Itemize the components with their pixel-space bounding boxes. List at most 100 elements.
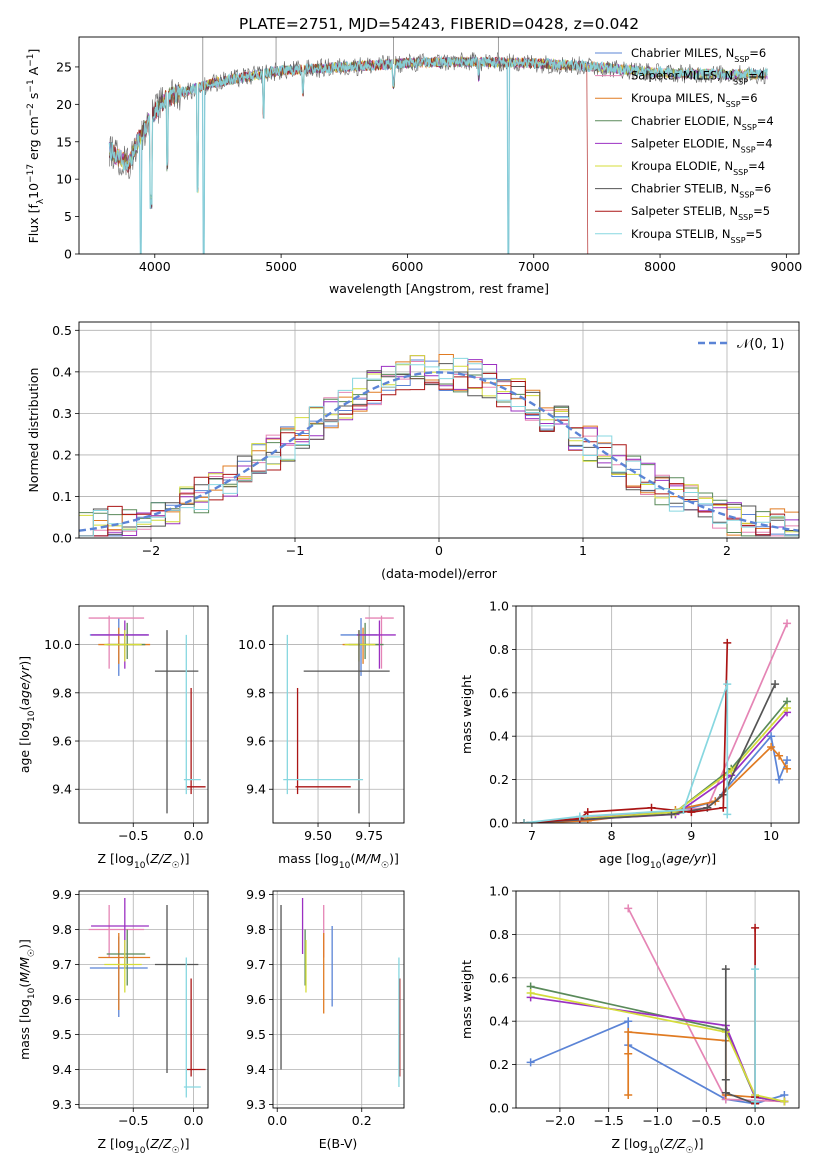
y-axis-label: mass weight [459,675,474,754]
weight-marker [719,803,728,812]
x-tick-label: 9 [687,828,695,843]
y-axis-label: Flux [fλ10−17 erg cm−2 s−1 A−1] [26,49,46,244]
y-tick-label: 0 [64,247,72,262]
legend-entry: Chabrier MILES, NSSP=6 [631,46,766,64]
weight-marker [783,619,792,628]
x-tick-label: −0.5 [691,1113,721,1128]
y-tick-label: 9.4 [246,782,266,797]
y-tick-label: 9.6 [52,734,72,749]
axes-frame [78,890,209,1109]
x-tick-label: 0.0 [184,1113,204,1128]
mass-vs-metallicity-panel: −0.5 0.0 9.3 9.4 9.5 9.6 9.7 9.8 9.9 Z [log10(Z/Z… [17,887,209,1156]
axes: 7 8 9 10 0.0 0.2 0.4 0.6 0.8 1.0 age [log10(age/yr… [459,599,800,871]
weight-line [523,711,788,823]
y-tick-label: 9.8 [246,922,266,937]
weight-line [523,683,776,823]
y-tick-label: 0.6 [489,970,509,985]
legend-series-name: Chabrier ELODIE [631,114,726,128]
y-tick-label: 25 [56,59,72,74]
x-tick-label: −1 [286,543,304,558]
plot-area [526,904,789,1108]
y-tick-label: 0.5 [52,323,72,338]
y-tick-label: 10 [56,172,72,187]
weight-marker [647,803,656,812]
x-axis-label: (data-model)/error [381,566,498,581]
spectrum-panel: 4000 5000 6000 7000 8000 9000 0 5 10 15 20 25 wavele… [26,36,802,296]
y-tick-label: 9.7 [246,957,266,972]
legend-series-name: Chabrier STELIB [631,182,723,196]
grid-lines [79,606,208,823]
weight-marker [721,965,730,974]
y-tick-label: 9.5 [52,1027,72,1042]
weight-marker [624,1049,633,1058]
weight-marker [767,743,776,752]
plot-area [88,898,206,1098]
legend-entry: Chabrier STELIB, NSSP=6 [631,182,771,200]
legend-series-name: Salpeter MILES [631,69,717,83]
y-tick-label: 0.0 [52,531,72,546]
age-vs-metallicity-panel: −0.5 0.0 9.4 9.6 9.8 10.0 Z [log10(Z/Z☉)] age [… [17,605,209,871]
figure-title: PLATE=2751, MJD=54243, FIBERID=0428, z=0… [239,15,639,33]
x-axis-label: age [log10(age/yr)] [599,851,716,871]
legend-nssp: 4 [758,69,765,83]
grid-lines [273,891,404,1108]
weight-marker [751,923,760,932]
legend-entry: Kroupa MILES, NSSP=6 [631,91,758,109]
x-tick-label: 0.0 [184,828,204,843]
plot-area [108,37,768,254]
y-tick-label: 0.0 [489,1101,509,1116]
weight-marker [723,638,732,647]
legend-nssp: 6 [764,182,771,196]
grid-lines [516,890,799,1109]
weight-line [530,1019,785,1105]
spectrum-line [108,56,589,254]
legend-nssp: 4 [765,136,772,150]
y-tick-label: 0.2 [52,447,72,462]
x-axis-label: mass [log10(M/M☉)] [278,851,399,871]
weight-line [530,992,785,1103]
plot-area [280,898,401,1087]
weight-marker [767,732,776,741]
legend-series-name: Salpeter ELODIE [631,136,725,150]
weight-marker [583,808,592,817]
y-tick-label: 9.6 [246,992,266,1007]
grid-lines [516,605,799,824]
weight-marker [780,1097,789,1106]
grid-lines [273,606,404,823]
y-tick-label: 0.4 [489,1014,509,1029]
x-tick-label: 0.0 [745,1113,765,1128]
axes: −0.5 0.0 9.4 9.6 9.8 10.0 Z [log10(Z/Z☉)] age [… [17,605,209,871]
x-tick-label: 9000 [770,259,802,274]
legend-nssp: 4 [758,159,765,173]
weight-marker [721,1075,730,1084]
weight-marker [783,764,792,773]
y-tick-label: 9.8 [246,685,266,700]
y-tick-label: 10.0 [44,637,72,652]
weight-marker [751,965,760,974]
y-tick-label: 9.3 [52,1097,72,1112]
spectrum-line [108,55,768,254]
y-axis-label: mass [log10(M/M☉)] [17,939,37,1060]
x-tick-label: 2 [723,543,731,558]
x-axis-label: Z [log10(Z/Z☉)] [98,1136,190,1156]
weight-line [530,996,785,1103]
legend-entry: Chabrier ELODIE, NSSP=4 [631,114,774,132]
y-tick-label: 9.8 [52,685,72,700]
legend-entry: Kroupa STELIB, NSSP=5 [631,227,763,245]
weight-vs-metallicity-panel: −2.0 −1.5 −1.0 −0.5 0.0 0.0 0.2 0.4 0.6 0.8 1.0 Z [… [459,884,800,1156]
x-tick-label: 10 [763,828,779,843]
weight-vs-age-panel: 7 8 9 10 0.0 0.2 0.4 0.6 0.8 1.0 age [log10(age/yr… [459,599,800,871]
axes-frame [515,605,800,824]
axes: 4000 5000 6000 7000 8000 9000 0 5 10 15 20 25 wavele… [26,36,802,296]
y-tick-label: 5 [64,209,72,224]
y-tick-label: 0.4 [489,729,509,744]
axes: −2.0 −1.5 −1.0 −0.5 0.0 0.0 0.2 0.4 0.6 0.8 1.0 Z [… [459,884,800,1156]
weight-marker [679,805,688,814]
legend-nssp: 6 [759,46,766,60]
x-tick-label: −1.0 [642,1113,672,1128]
mass-vs-extinction-panel: 0.0 0.2 9.3 9.4 9.5 9.6 9.7 9.8 9.9 E(B-V) [246,887,405,1151]
weight-marker [624,1028,633,1037]
x-tick-label: 8 [608,828,616,843]
weight-marker [624,1090,633,1099]
y-tick-label: 1.0 [489,884,509,899]
